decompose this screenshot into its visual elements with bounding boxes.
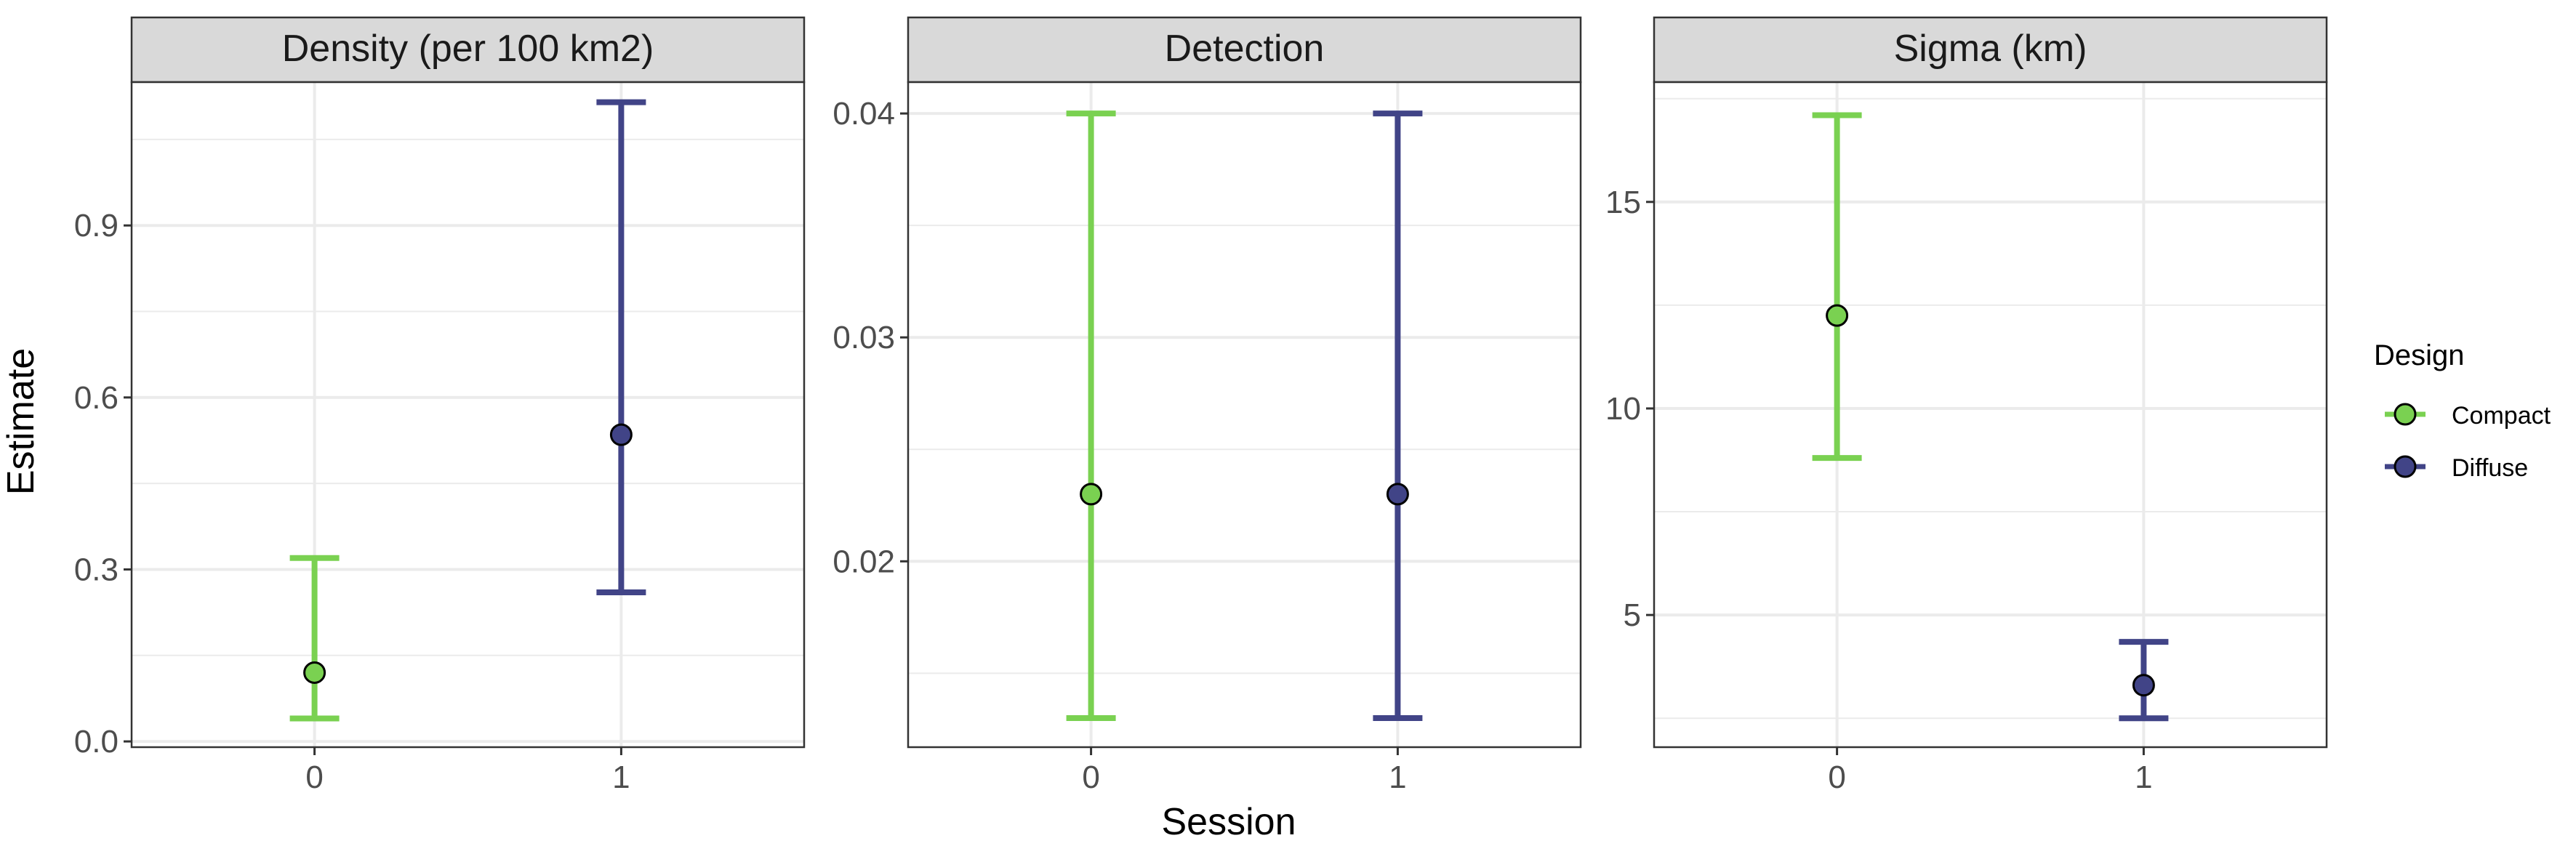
legend: Compact Diffuse — [2385, 402, 2551, 482]
facet-title: Sigma (km) — [1894, 28, 2087, 70]
estimate-point — [1386, 483, 1409, 506]
panel-border — [907, 81, 1582, 749]
panel-border — [1653, 81, 2328, 749]
facet-title: Detection — [1165, 28, 1325, 70]
y-tick-label: 0.9 — [74, 208, 119, 243]
x-tick-label: 0 — [1828, 760, 1845, 795]
facet-strip — [907, 16, 1582, 84]
estimate-point — [1080, 483, 1103, 506]
y-tick-label: 0.02 — [832, 544, 895, 579]
estimate-point — [1826, 304, 1849, 327]
x-tick-label: 1 — [1389, 760, 1406, 795]
facet-title: Density (per 100 km2) — [282, 28, 654, 70]
panels: Density (per 100 km2)0.00.30.60.90 1Detec… — [74, 16, 2328, 795]
y-tick-label: 0.03 — [832, 320, 895, 355]
x-axis-title: Session — [1162, 801, 1296, 843]
y-tick-label: 0.6 — [74, 380, 119, 416]
estimate-point — [303, 661, 326, 684]
y-tick-label: 5 — [1624, 597, 1641, 633]
legend-label: Diffuse — [2452, 454, 2528, 482]
facet-panel: Detection 0.02 0.03 0.04 0 1 — [832, 16, 1582, 795]
plot-background — [1654, 82, 2327, 747]
facet-strip — [1653, 16, 2328, 84]
panel-border — [130, 81, 806, 749]
estimate-point — [2132, 674, 2155, 697]
facet-strip — [130, 16, 806, 84]
legend-label: Compact — [2452, 402, 2551, 430]
y-axis-title: Estimate — [0, 348, 42, 495]
y-tick-label: 0.3 — [74, 552, 119, 587]
y-tick-label: 0.04 — [832, 96, 895, 132]
y-tick-label: 10 — [1605, 391, 1641, 427]
x-tick-label: 1 — [2135, 760, 2152, 795]
estimate-point — [609, 423, 633, 446]
y-tick-label: 0.0 — [74, 724, 119, 760]
legend-title: Design — [2374, 339, 2465, 371]
facet-panel: Sigma (km) 5 10 15 0 1 — [1605, 16, 2328, 795]
legend-key-point — [2394, 403, 2417, 426]
legend-key-point — [2394, 455, 2417, 478]
x-tick-label: 1 — [612, 760, 630, 795]
facet-panel: Density (per 100 km2) 0.0 0.3 0.6 0.9 0 1 — [74, 16, 806, 795]
plot-background — [908, 82, 1581, 747]
x-tick-label: 0 — [1082, 760, 1099, 795]
y-tick-label: 15 — [1605, 185, 1641, 220]
x-tick-label: 0 — [305, 760, 323, 795]
plot-background — [132, 82, 804, 747]
